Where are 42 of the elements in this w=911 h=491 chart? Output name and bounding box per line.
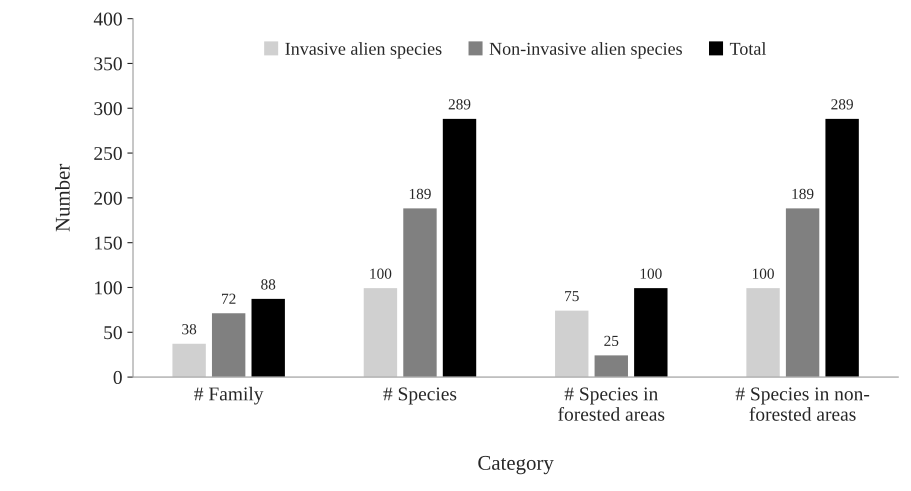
bar (632, 286, 669, 378)
x-tick-label: # Species (383, 387, 456, 404)
y-tick-label: 250 (94, 146, 122, 160)
legend-label: Non-invasive alien species (490, 42, 682, 59)
bar (171, 342, 208, 378)
bar (784, 207, 821, 378)
data-label: 72 (222, 294, 236, 304)
data-label: 75 (565, 291, 579, 302)
bar (250, 298, 286, 378)
x-tick-label: # Species in forested areas (558, 387, 664, 421)
data-label: 289 (831, 99, 853, 110)
data-label: 189 (792, 188, 814, 200)
y-tick-label: 0 (114, 370, 122, 384)
data-label: 289 (448, 99, 470, 110)
data-label: 100 (752, 268, 774, 279)
y-tick-label: 400 (94, 12, 122, 26)
data-label: 88 (261, 279, 276, 290)
y-tick-label: 200 (94, 192, 122, 205)
bar (593, 354, 630, 378)
data-label: 100 (640, 268, 662, 279)
y-tick-label: 300 (94, 102, 122, 116)
data-label: 25 (604, 336, 618, 346)
bar (744, 286, 782, 378)
bar (441, 117, 478, 378)
bar (362, 286, 399, 378)
legend-label: Total (730, 42, 766, 55)
data-label: 100 (370, 268, 392, 279)
y-tick-label: 150 (95, 236, 122, 250)
bar (210, 312, 247, 378)
x-axis-title: Category (478, 456, 554, 474)
bar (402, 207, 438, 378)
bar (824, 117, 860, 378)
x-tick-label: # Species in non-forested areas (736, 387, 870, 421)
data-label: 38 (182, 324, 196, 334)
y-axis-title: Number (55, 164, 70, 232)
data-label: 189 (410, 188, 431, 200)
x-tick-label: # Family (194, 386, 264, 404)
bar (554, 309, 590, 378)
y-tick-label: 100 (95, 281, 122, 294)
y-tick-label: 50 (104, 326, 122, 340)
y-tick-label: 350 (94, 57, 122, 70)
legend-label: Invasive alien species (285, 42, 442, 59)
